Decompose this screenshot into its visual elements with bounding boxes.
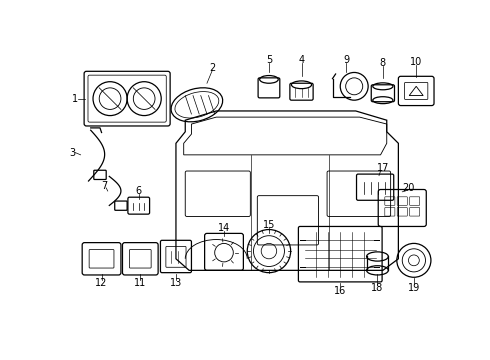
Text: 5: 5: [266, 55, 272, 65]
Text: 8: 8: [380, 58, 386, 68]
Text: 16: 16: [334, 286, 346, 296]
Text: 10: 10: [410, 57, 422, 67]
Text: 18: 18: [371, 283, 384, 293]
Text: 19: 19: [408, 283, 420, 293]
Text: 14: 14: [218, 223, 230, 233]
Text: 6: 6: [136, 186, 142, 196]
Text: 4: 4: [298, 55, 305, 65]
Text: 9: 9: [343, 55, 349, 65]
Text: 3: 3: [69, 148, 75, 158]
Text: 20: 20: [402, 183, 415, 193]
Text: 11: 11: [134, 278, 147, 288]
Text: 1: 1: [72, 94, 78, 104]
Text: 13: 13: [170, 278, 182, 288]
Text: 2: 2: [209, 63, 216, 73]
Text: 12: 12: [96, 278, 108, 288]
Text: 17: 17: [377, 163, 389, 173]
Text: 15: 15: [263, 220, 275, 230]
Text: 7: 7: [101, 181, 107, 191]
